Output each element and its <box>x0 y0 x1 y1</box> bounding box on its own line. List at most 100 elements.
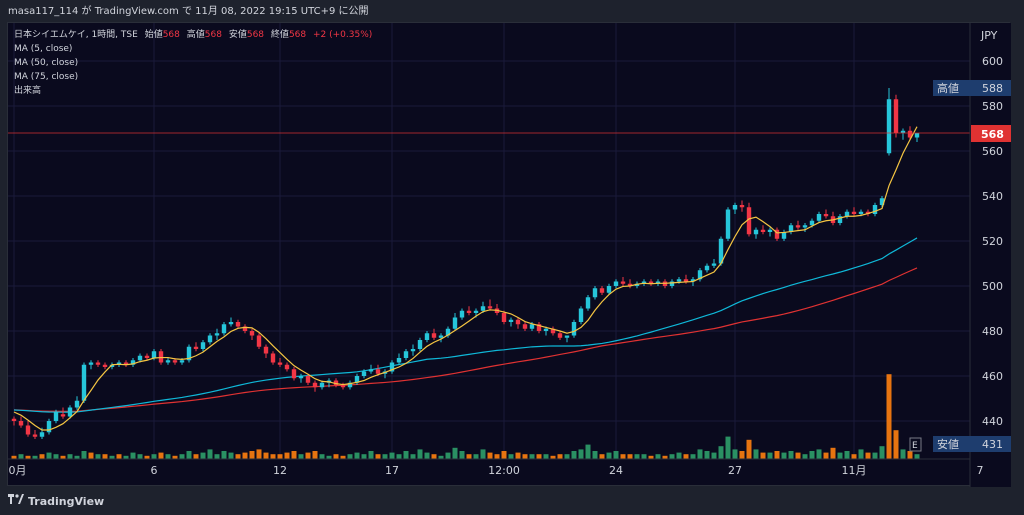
volume-bar <box>732 449 738 459</box>
volume-bar <box>123 455 129 459</box>
candle-body <box>242 326 248 331</box>
last-price-tag: 568 <box>971 125 1011 142</box>
volume-bar <box>340 455 346 459</box>
volume-bar <box>690 454 696 459</box>
candle-body <box>501 313 507 322</box>
legend-ma50: MA (50, close) <box>14 58 78 68</box>
volume-bar <box>655 454 661 459</box>
volume-bar <box>557 454 563 459</box>
candle-body <box>263 346 269 354</box>
low-tag-label: 安値 <box>937 437 959 451</box>
volume-bar <box>389 452 395 459</box>
volume-bar <box>249 451 255 459</box>
volume-bar <box>179 454 185 459</box>
volume-bars <box>11 374 920 459</box>
candle-body <box>690 279 696 282</box>
volume-bar <box>676 452 682 459</box>
candle-body <box>291 369 297 379</box>
candle-body <box>25 425 31 435</box>
legend-symbol: 日本シイエムケイ, 1時間, TSE <box>14 28 138 40</box>
ma5-line <box>13 126 918 431</box>
candle-body <box>592 288 598 298</box>
low-tag: 安値 431 <box>933 436 1011 452</box>
candle-body <box>718 238 724 264</box>
candle-body <box>228 322 234 325</box>
volume-bar <box>137 454 143 459</box>
legend-ma5: MA (5, close) <box>14 44 72 54</box>
candle-body <box>781 232 787 239</box>
ma-polyline <box>13 237 918 413</box>
candle-body <box>137 355 143 361</box>
time-tick-label: 7 <box>977 464 984 477</box>
volume-bar <box>865 452 871 459</box>
candle-body <box>844 211 850 217</box>
volume-bar <box>844 451 850 459</box>
volume-bar <box>291 451 297 459</box>
candle-body <box>102 364 108 367</box>
volume-bar <box>662 455 668 459</box>
volume-bar <box>571 451 577 459</box>
volume-bar <box>221 451 227 459</box>
last-price-box <box>971 125 1011 142</box>
volume-bar <box>606 452 612 459</box>
volume-bar <box>494 454 500 459</box>
volume-bar <box>431 454 437 459</box>
volume-bar <box>144 455 150 459</box>
volume-bar <box>270 454 276 459</box>
legend-high-label: 高値 <box>187 28 205 40</box>
candle-body <box>508 319 514 322</box>
earnings-marker[interactable]: E <box>909 437 922 452</box>
candle-body <box>249 331 255 336</box>
candle-body <box>676 279 682 282</box>
chart-svg[interactable]: JPY 600 580 560 540 520 500 480 460 440 10月 6 12 17… <box>2 23 1011 487</box>
volume-bar <box>585 444 591 459</box>
volume-bar <box>802 454 808 459</box>
chart-panel[interactable]: JPY 600 580 560 540 520 500 480 460 440 10月 6 12 17… <box>2 22 1011 487</box>
candle-body <box>571 322 577 336</box>
earnings-marker-box <box>909 437 922 452</box>
volume-bar <box>774 451 780 459</box>
volume-bar <box>410 454 416 459</box>
volume-bar <box>95 454 101 459</box>
price-axis-bg[interactable] <box>970 23 1011 487</box>
volume-bar <box>88 452 94 459</box>
volume-bar <box>788 451 794 459</box>
volume-bar <box>536 454 542 459</box>
volume-bar <box>319 454 325 459</box>
volume-bar <box>32 455 38 459</box>
volume-bar <box>543 454 549 459</box>
price-tick-label: 460 <box>982 370 1003 383</box>
volume-bar <box>697 449 703 459</box>
volume-bar <box>515 452 521 459</box>
volume-bar <box>795 452 801 459</box>
candle-body <box>529 324 535 329</box>
candle-body <box>305 376 311 383</box>
legend-close-value: 568 <box>289 30 306 40</box>
candle-body <box>480 306 486 311</box>
price-tick-label: 480 <box>982 325 1003 338</box>
candle-body <box>193 346 199 349</box>
candle-body <box>564 335 570 338</box>
volume-bar <box>529 454 535 459</box>
candle-body <box>277 362 283 365</box>
legend-open-label: 始値 <box>145 28 163 40</box>
high-tag-box-value <box>971 80 1011 96</box>
high-tag: 高値 588 <box>933 80 1011 96</box>
volume-bar <box>207 449 213 459</box>
ma-polyline <box>13 126 918 431</box>
time-tick-label: 12 <box>273 464 287 477</box>
time-tick-label: 17 <box>385 464 399 477</box>
candle-body <box>39 432 45 437</box>
candle-body <box>557 333 563 338</box>
candle-body <box>487 306 493 309</box>
candle-body <box>347 382 353 388</box>
candle-body <box>816 214 822 221</box>
candle-body <box>648 281 654 284</box>
high-tag-box-label <box>933 80 971 96</box>
candle-body <box>879 198 885 205</box>
candle-body <box>669 281 675 286</box>
time-tick-label: 10月 <box>8 464 27 477</box>
volume-bar <box>445 452 451 459</box>
volume-bar <box>116 454 122 459</box>
candle-body <box>221 324 227 334</box>
